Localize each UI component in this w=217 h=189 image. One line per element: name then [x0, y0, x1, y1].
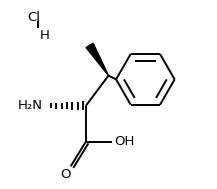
- Text: Cl: Cl: [27, 11, 40, 23]
- Text: O: O: [61, 168, 71, 181]
- Text: H₂N: H₂N: [18, 99, 43, 112]
- Text: OH: OH: [114, 135, 135, 148]
- Polygon shape: [86, 43, 108, 76]
- Text: H: H: [39, 29, 49, 42]
